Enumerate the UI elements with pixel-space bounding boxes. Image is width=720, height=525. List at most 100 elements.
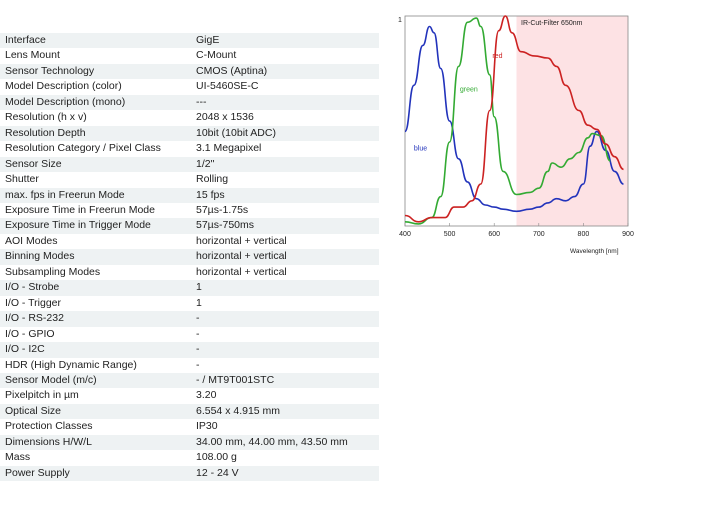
spec-label: max. fps in Freerun Mode (0, 187, 191, 203)
spec-label: Model Description (color) (0, 79, 191, 95)
x-tick-label: 700 (533, 231, 545, 238)
spec-value: - (191, 357, 379, 373)
spec-label: Lens Mount (0, 48, 191, 64)
spec-row: Resolution (h x v) 2048 x 1536 (0, 110, 379, 126)
x-tick-label: 500 (444, 231, 456, 238)
spec-row: Interface GigE (0, 33, 379, 49)
red-series-line (404, 15, 624, 223)
spec-label: I/O - GPIO (0, 326, 191, 343)
spec-label: Interface (0, 33, 191, 49)
spec-label: Resolution (h x v) (0, 110, 191, 126)
spec-value: - (191, 311, 379, 327)
spec-value: 108.00 g (191, 450, 379, 466)
spec-row: Lens Mount C-Mount (0, 48, 379, 64)
spec-row: I/O - I2C - (0, 342, 379, 358)
spec-label: Exposure Time in Freerun Mode (0, 202, 191, 219)
spec-row: Resolution Category / Pixel Class 3.1 Meg… (0, 141, 379, 157)
spec-value: horizontal + vertical (191, 249, 379, 265)
spectral-response-chart: blue green red 400 500 600 700 800 900 1 IR-Cut-… (398, 15, 634, 255)
x-axis-label: Wavelength [nm] (570, 248, 619, 255)
spec-value: - / MT9T001STC (191, 372, 379, 389)
spec-value: 15 fps (191, 187, 379, 203)
spec-row: Mass 108.00 g (0, 450, 379, 466)
spec-value: 3.20 (191, 388, 379, 404)
spec-value: CMOS (Aptina) (191, 63, 379, 80)
ir-cut-annotation: IR-Cut-Filter 650nm (521, 20, 583, 27)
spec-value: 3.1 Megapixel (191, 141, 379, 157)
spec-value: --- (191, 94, 379, 111)
spec-value: 1 (191, 295, 379, 312)
green-series-line (404, 17, 611, 225)
spec-row: Exposure Time in Trigger Mode 57µs-750ms (0, 218, 379, 234)
plot-frame (404, 15, 629, 227)
x-tick-label: 400 (399, 231, 411, 238)
spec-row: Exposure Time in Freerun Mode 57µs-1.75s (0, 202, 379, 219)
spec-label: I/O - RS-232 (0, 311, 191, 327)
spec-row: Sensor Model (m/c) - / MT9T001STC (0, 372, 379, 389)
spec-label: AOI Modes (0, 233, 191, 250)
spec-label: I/O - Strobe (0, 280, 191, 296)
spec-row: max. fps in Freerun Mode 15 fps (0, 187, 379, 203)
spec-row: I/O - RS-232- (0, 311, 379, 327)
spec-value: 6.554 x 4.915 mm (191, 403, 379, 420)
spec-label: Sensor Model (m/c) (0, 372, 191, 389)
spec-row: Model Description (mono) --- (0, 94, 379, 111)
spec-label: Pixelpitch in µm (0, 388, 191, 404)
spec-row: I/O - Trigger 1 (0, 295, 379, 312)
spec-row: Optical Size 6.554 x 4.915 mm (0, 403, 379, 420)
spec-row: I/O - GPIO - (0, 326, 379, 343)
x-tick-label: 600 (488, 231, 500, 238)
blue-series-line (404, 25, 624, 213)
spec-value: horizontal + vertical (191, 264, 379, 281)
spec-label: Dimensions H/W/L (0, 434, 191, 451)
spec-row: Power Supply 12 - 24 V (0, 465, 379, 482)
x-tick-label: 800 (578, 231, 590, 238)
spec-row: Sensor Size 1/2" (0, 156, 379, 173)
spec-value: 10bit (10bit ADC) (191, 125, 379, 142)
spec-value: 57µs-750ms (191, 218, 379, 234)
spec-value: C-Mount (191, 48, 379, 64)
x-tick-label: 900 (622, 231, 634, 238)
spec-label: Optical Size (0, 403, 191, 420)
spec-value: 2048 x 1536 (191, 110, 379, 126)
spec-label: I/O - Trigger (0, 295, 191, 312)
spec-label: Sensor Technology (0, 63, 191, 80)
spec-row: Resolution Depth 10bit (10bit ADC) (0, 125, 379, 142)
spec-value: 12 - 24 V (191, 465, 379, 482)
spec-value: - (191, 326, 379, 343)
spec-value: IP30 (191, 419, 379, 435)
spec-value: 1/2" (191, 156, 379, 173)
spec-row: Sensor Technology CMOS (Aptina) (0, 63, 379, 80)
spec-label: Binning Modes (0, 249, 191, 265)
spec-label: HDR (High Dynamic Range) (0, 357, 191, 373)
spec-label: Resolution Depth (0, 125, 191, 142)
spec-row: Model Description (color) UI-5460SE-C (0, 79, 379, 95)
spec-value: horizontal + vertical (191, 233, 379, 250)
spec-row: Subsampling Modes horizontal + vertical (0, 264, 379, 281)
spec-label: Exposure Time in Trigger Mode (0, 218, 191, 234)
spec-value: GigE (191, 33, 379, 49)
spec-row: Binning Modes horizontal + vertical (0, 249, 379, 265)
spec-value: 57µs-1.75s (191, 202, 379, 219)
ir-cut-shaded-region (516, 16, 628, 226)
spec-label: Resolution Category / Pixel Class (0, 141, 191, 157)
spec-table: Interface GigE Lens Mount C-Mount Sensor Tec… (0, 33, 379, 482)
spec-row: AOI Modes horizontal + vertical (0, 233, 379, 250)
spec-row: Protection Classes IP30 (0, 419, 379, 435)
spec-label: I/O - I2C (0, 342, 191, 358)
spec-label: Sensor Size (0, 156, 191, 173)
red-series-label: red (492, 53, 502, 60)
spec-value: 34.00 mm, 44.00 mm, 43.50 mm (191, 434, 379, 451)
spec-row: HDR (High Dynamic Range) - (0, 357, 379, 373)
spec-label: Power Supply (0, 465, 191, 482)
spec-row: Dimensions H/W/L 34.00 mm, 44.00 mm, 43.5… (0, 434, 379, 451)
spec-row: I/O - Strobe 1 (0, 280, 379, 296)
spec-label: Protection Classes (0, 419, 191, 435)
spec-label: Mass (0, 450, 191, 466)
green-series-label: green (460, 87, 478, 94)
spec-label: Subsampling Modes (0, 264, 191, 281)
spec-row: Shutter Rolling (0, 172, 379, 188)
spec-value: UI-5460SE-C (191, 79, 379, 95)
spec-row: Pixelpitch in µm 3.20 (0, 388, 379, 404)
spec-value: Rolling (191, 172, 379, 188)
